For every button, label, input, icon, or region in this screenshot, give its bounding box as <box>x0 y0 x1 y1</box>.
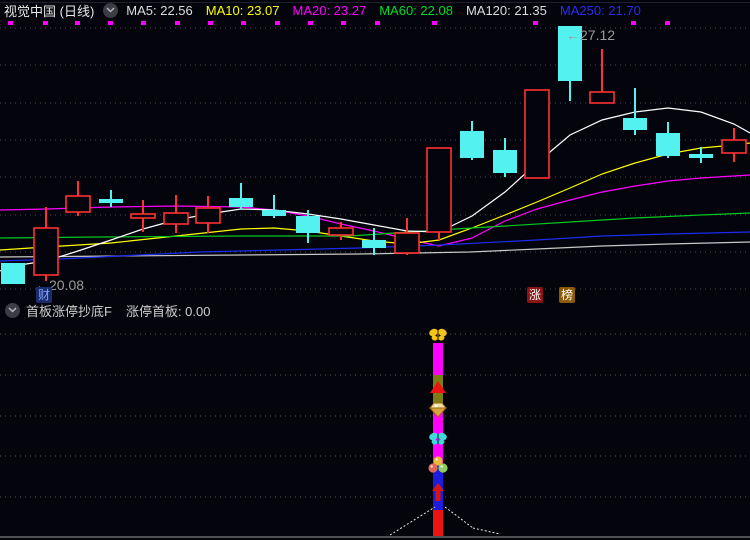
signal-dot <box>432 21 437 25</box>
candle-down[interactable] <box>99 199 123 203</box>
candle-down[interactable] <box>689 154 713 158</box>
ma-legend: MA5: 22.56 MA10: 23.07 MA20: 23.27 MA60: 22… <box>126 3 654 18</box>
event-badge-1[interactable]: 涨 <box>527 287 543 303</box>
signal-dot <box>375 21 380 25</box>
ma-line-ma20 <box>0 174 750 247</box>
candle-up[interactable] <box>524 89 550 179</box>
event-badge-0[interactable]: 财 <box>36 287 52 303</box>
signal-dot <box>631 21 636 25</box>
signal-bar-segment <box>433 343 443 375</box>
candle-down[interactable] <box>623 118 647 130</box>
cyan-butterfly-icon <box>429 432 447 445</box>
signal-dot <box>308 21 313 25</box>
signal-dot <box>108 21 113 25</box>
signal-dot <box>75 21 80 25</box>
top-divider <box>0 2 750 3</box>
ma-line-ma120 <box>0 241 750 258</box>
candle-up[interactable] <box>65 195 91 213</box>
indicator-name[interactable]: 首板涨停抄底F <box>26 303 112 319</box>
signal-dot <box>141 21 146 25</box>
event-badge-2[interactable]: 榜 <box>559 287 575 303</box>
candle-up[interactable] <box>195 207 221 224</box>
candle-down[interactable] <box>229 198 253 207</box>
signal-dot <box>8 21 13 25</box>
candle-down[interactable] <box>493 150 517 173</box>
chart-title: 视觉中国 (日线) <box>4 3 95 19</box>
candle-down[interactable] <box>296 216 320 233</box>
tri-balls-icon <box>428 456 448 473</box>
signal-dot <box>175 21 180 25</box>
mountain-line <box>444 506 474 529</box>
candle-down[interactable] <box>558 26 582 81</box>
ma-line-ma250 <box>0 231 750 262</box>
signal-dot <box>275 21 280 25</box>
mountain-line <box>389 506 436 536</box>
candle-down[interactable] <box>1 263 25 284</box>
legend-item-0: MA5: 22.56 <box>126 2 193 18</box>
red-arrow-up-icon <box>432 483 444 501</box>
price-label-0: ←27.12 <box>566 27 615 43</box>
candle-up[interactable] <box>33 227 59 276</box>
candle-up[interactable] <box>163 212 189 225</box>
legend-item-4: MA120: 21.35 <box>465 2 547 18</box>
legend-item-1: MA10: 23.07 <box>205 2 280 18</box>
gold-gem-icon <box>428 402 448 418</box>
candle-down[interactable] <box>262 210 286 216</box>
ma-line-ma60 <box>0 212 750 239</box>
legend-item-5: MA250: 21.70 <box>559 2 641 18</box>
candle-up[interactable] <box>589 91 615 104</box>
signal-dot <box>241 21 246 25</box>
signal-dot <box>341 21 346 25</box>
mountain-line <box>472 527 501 535</box>
indicator-value: 涨停首板: 0.00 <box>125 303 211 319</box>
chevron-down-icon[interactable] <box>103 2 119 18</box>
indicator-header: 首板涨停抄底F 涨停首板: 0.00 <box>0 301 750 319</box>
signal-dot <box>43 21 48 25</box>
indicator-chevron-down-icon[interactable] <box>5 302 20 318</box>
signal-dot <box>665 21 670 25</box>
candle-down[interactable] <box>362 240 386 248</box>
signal-dot <box>533 21 538 25</box>
signal-bar-segment <box>433 510 443 536</box>
candle-up[interactable] <box>394 232 420 254</box>
legend-item-2: MA20: 23.27 <box>292 2 367 18</box>
candle-up[interactable] <box>328 227 354 236</box>
candle-up[interactable] <box>130 213 156 219</box>
gold-butterfly-icon <box>429 328 447 341</box>
candle-up[interactable] <box>426 147 452 233</box>
signal-dot <box>208 21 213 25</box>
candle-down[interactable] <box>460 131 484 158</box>
legend-item-3: MA60: 22.08 <box>379 2 453 18</box>
red-triangle-icon <box>430 381 446 393</box>
candle-down[interactable] <box>656 133 680 156</box>
candle-up[interactable] <box>721 139 747 154</box>
chart-header: 视觉中国 (日线) MA5: 22.56 MA10: 23.07 MA20: 23.… <box>0 0 750 20</box>
